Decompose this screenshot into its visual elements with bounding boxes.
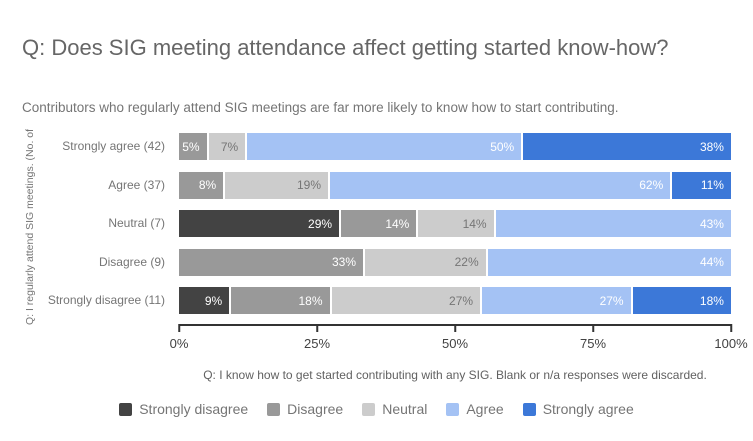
legend-item-agree: Agree (446, 401, 504, 417)
axis-tick-label: 50% (441, 336, 469, 351)
bar-segment-strongly-agree: 18% (630, 287, 731, 314)
bar-rows: Strongly agree (42) 5% 7% 50% 38% Agree (37) 8… (0, 133, 731, 314)
bar-segment-strongly-agree: 11% (670, 171, 731, 199)
legend-label: Strongly agree (542, 401, 634, 417)
bar-segment-disagree: 5% (179, 133, 207, 160)
legend-item-neutral: Neutral (362, 401, 427, 417)
bar-track: 5% 7% 50% 38% (179, 133, 731, 160)
bar-segment-strongly-disagree: 29% (179, 210, 340, 237)
bar-row: Neutral (7) 29% 14% 14% 43% (0, 210, 731, 237)
bar-segment-disagree: 33% (179, 248, 363, 276)
bar-segment-neutral: 22% (363, 248, 486, 276)
bar-segment-neutral: 19% (223, 171, 329, 199)
legend-label: Agree (466, 401, 504, 417)
bar-segment-strongly-agree: 38% (521, 133, 731, 160)
bar-segment-strongly-disagree: 9% (179, 287, 230, 314)
legend-item-disagree: Disagree (267, 401, 343, 417)
bar-segment-neutral: 7% (206, 133, 246, 160)
category-label: Neutral (7) (108, 216, 165, 230)
axis-tick (454, 324, 456, 332)
category-label: Disagree (9) (98, 254, 165, 269)
bar-segment-disagree: 14% (339, 210, 417, 237)
chart-footnote: Q: I know how to get started contributin… (203, 368, 707, 382)
bar-track: 33% 22% 44% (179, 248, 731, 276)
axis-tick-label: 75% (579, 336, 607, 351)
axis-tick (316, 324, 318, 332)
axis-tick (178, 324, 180, 332)
axis-tick-label: 25% (303, 336, 331, 351)
legend-swatch (522, 402, 536, 416)
bar-track: 8% 19% 62% 11% (179, 171, 731, 199)
axis-tick-label: 100% (714, 336, 748, 351)
legend-swatch (119, 402, 133, 416)
bar-segment-neutral: 14% (416, 210, 494, 237)
x-axis-tick-labels: 0% 25% 50% 75% 100% (170, 336, 748, 352)
bar-segment-agree: 62% (328, 171, 671, 199)
chart-title: Q: Does SIG meeting attendance affect ge… (22, 34, 669, 60)
bar-segment-disagree: 8% (179, 171, 224, 199)
legend-item-strongly-disagree: Strongly disagree (119, 401, 248, 417)
legend-swatch (446, 402, 460, 416)
bar-segment-disagree: 18% (229, 287, 330, 314)
legend-label: Neutral (382, 401, 428, 417)
axis-tick (592, 324, 594, 332)
legend-swatch (362, 402, 376, 416)
bar-row: Agree (37) 8% 19% 62% 11% (0, 171, 731, 199)
legend-item-strongly-agree: Strongly agree (522, 401, 634, 417)
bar-track: 29% 14% 14% 43% (179, 210, 731, 237)
bar-segment-agree: 27% (480, 287, 631, 314)
legend-label: Strongly disagree (139, 401, 249, 417)
legend-swatch (267, 402, 281, 416)
bar-segment-agree: 44% (485, 248, 731, 276)
legend-label: Disagree (287, 401, 344, 417)
bar-row: Disagree (9) 33% 22% 44% (0, 248, 731, 276)
bar-row: Strongly agree (42) 5% 7% 50% 38% (0, 133, 731, 160)
bar-track: 9% 18% 27% 27% 18% (179, 287, 731, 314)
legend: Strongly disagree Disagree Neutral Agree Str… (0, 401, 753, 417)
axis-tick (730, 324, 732, 332)
bar-segment-neutral: 27% (329, 287, 481, 314)
category-label: Strongly agree (42) (62, 139, 165, 153)
chart-subtitle: Contributors who regularly attend SIG me… (22, 99, 619, 115)
bar-segment-agree: 50% (245, 133, 522, 160)
category-label: Strongly disagree (11) (47, 293, 165, 307)
category-label: Agree (37) (108, 177, 165, 192)
bar-segment-agree: 43% (493, 210, 731, 237)
bar-row: Strongly disagree (11) 9% 18% 27% 27% 18% (0, 287, 731, 314)
axis-tick-label: 0% (169, 336, 189, 351)
